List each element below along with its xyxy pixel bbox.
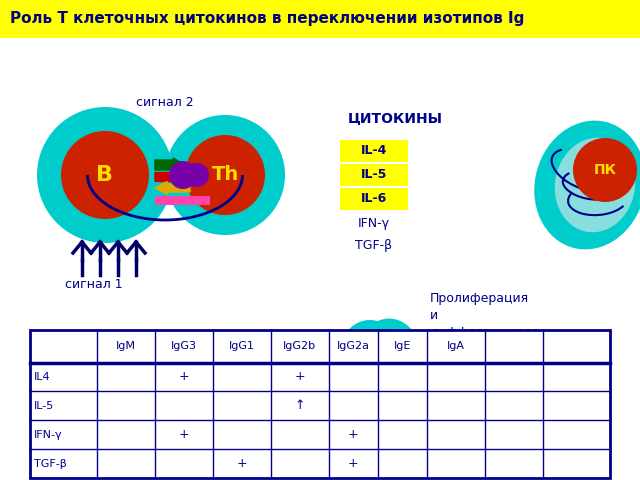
Text: IgA: IgA [447, 341, 465, 351]
Circle shape [185, 163, 209, 187]
Circle shape [360, 399, 417, 455]
Circle shape [393, 383, 449, 438]
Circle shape [340, 366, 396, 421]
FancyArrow shape [155, 181, 190, 194]
Circle shape [61, 131, 149, 219]
Text: B: B [403, 392, 410, 400]
Text: +: + [348, 457, 358, 470]
Text: IL-4: IL-4 [361, 144, 387, 157]
Circle shape [342, 320, 398, 376]
Text: IL-5: IL-5 [34, 401, 54, 411]
Text: B: B [374, 360, 381, 368]
Circle shape [378, 368, 435, 424]
Text: B: B [405, 409, 412, 418]
Bar [340, 188, 408, 210]
Circle shape [376, 335, 433, 390]
Text: TGF-β: TGF-β [34, 458, 67, 468]
Text: IgG3: IgG3 [171, 341, 196, 351]
Circle shape [387, 346, 422, 379]
Text: IgG1: IgG1 [228, 341, 255, 351]
Text: IL-5: IL-5 [361, 168, 387, 181]
Bar [155, 196, 210, 205]
Text: +: + [236, 457, 247, 470]
Text: сигнал 1: сигнал 1 [65, 278, 123, 291]
Circle shape [330, 351, 387, 407]
Text: B: B [401, 358, 408, 367]
Circle shape [391, 397, 426, 431]
Text: B: B [384, 406, 390, 415]
Circle shape [388, 349, 444, 405]
Ellipse shape [555, 138, 636, 232]
Circle shape [360, 347, 395, 381]
Text: +: + [179, 428, 189, 441]
Text: B: B [365, 389, 371, 398]
Bar [340, 140, 408, 162]
Text: B: B [367, 344, 373, 352]
Circle shape [165, 115, 285, 235]
Text: Роль Т клеточных цитокинов в переключении изотипов Ig: Роль Т клеточных цитокинов в переключени… [10, 12, 524, 26]
Text: ЦИТОКИНЫ: ЦИТОКИНЫ [348, 111, 443, 125]
Bar [30, 330, 610, 478]
FancyArrow shape [155, 170, 190, 183]
Text: B: B [97, 165, 113, 185]
Text: IgG2b: IgG2b [283, 341, 316, 351]
Circle shape [349, 336, 406, 392]
Circle shape [37, 107, 173, 243]
Text: +: + [348, 428, 358, 441]
Text: B: B [418, 406, 424, 415]
Text: IgG2a: IgG2a [337, 341, 370, 351]
Text: IgM: IgM [116, 341, 136, 351]
Circle shape [389, 379, 424, 413]
Text: сигнал 2: сигнал 2 [136, 96, 194, 109]
Circle shape [351, 377, 385, 410]
FancyArrow shape [155, 158, 185, 172]
Text: Th: Th [211, 166, 239, 184]
Circle shape [185, 135, 265, 215]
Circle shape [380, 361, 414, 395]
Circle shape [372, 330, 406, 363]
Text: IL4: IL4 [34, 372, 51, 382]
Text: Пролиферация
и
дифференциров: Пролиферация и дифференциров [430, 292, 539, 339]
Circle shape [353, 331, 387, 365]
Circle shape [169, 161, 197, 189]
Circle shape [361, 319, 417, 374]
Text: +: + [294, 371, 305, 384]
Text: IFN-γ: IFN-γ [34, 430, 63, 440]
Ellipse shape [534, 120, 640, 250]
Text: IL-6: IL-6 [361, 192, 387, 205]
Circle shape [359, 383, 415, 438]
Circle shape [387, 366, 443, 421]
Circle shape [380, 386, 436, 442]
Text: B: B [355, 375, 362, 384]
Bar [340, 164, 408, 186]
Circle shape [404, 394, 438, 427]
Text: TGF-β: TGF-β [355, 240, 392, 252]
Circle shape [371, 410, 406, 444]
Circle shape [573, 138, 637, 202]
Circle shape [370, 394, 404, 427]
Text: +: + [179, 371, 189, 384]
Text: B: B [385, 423, 392, 432]
Text: IFN-γ: IFN-γ [358, 217, 390, 230]
Text: B: B [394, 374, 400, 383]
Text: B: B [412, 389, 418, 398]
Text: IgE: IgE [394, 341, 412, 351]
Text: B: B [386, 342, 392, 351]
Text: ↑: ↑ [294, 399, 305, 412]
Circle shape [369, 350, 425, 406]
Text: B: B [413, 372, 419, 381]
Circle shape [397, 377, 432, 410]
Bar [0, 0, 640, 38]
Circle shape [399, 360, 433, 394]
Circle shape [341, 362, 376, 396]
Text: ПК: ПК [593, 163, 616, 177]
